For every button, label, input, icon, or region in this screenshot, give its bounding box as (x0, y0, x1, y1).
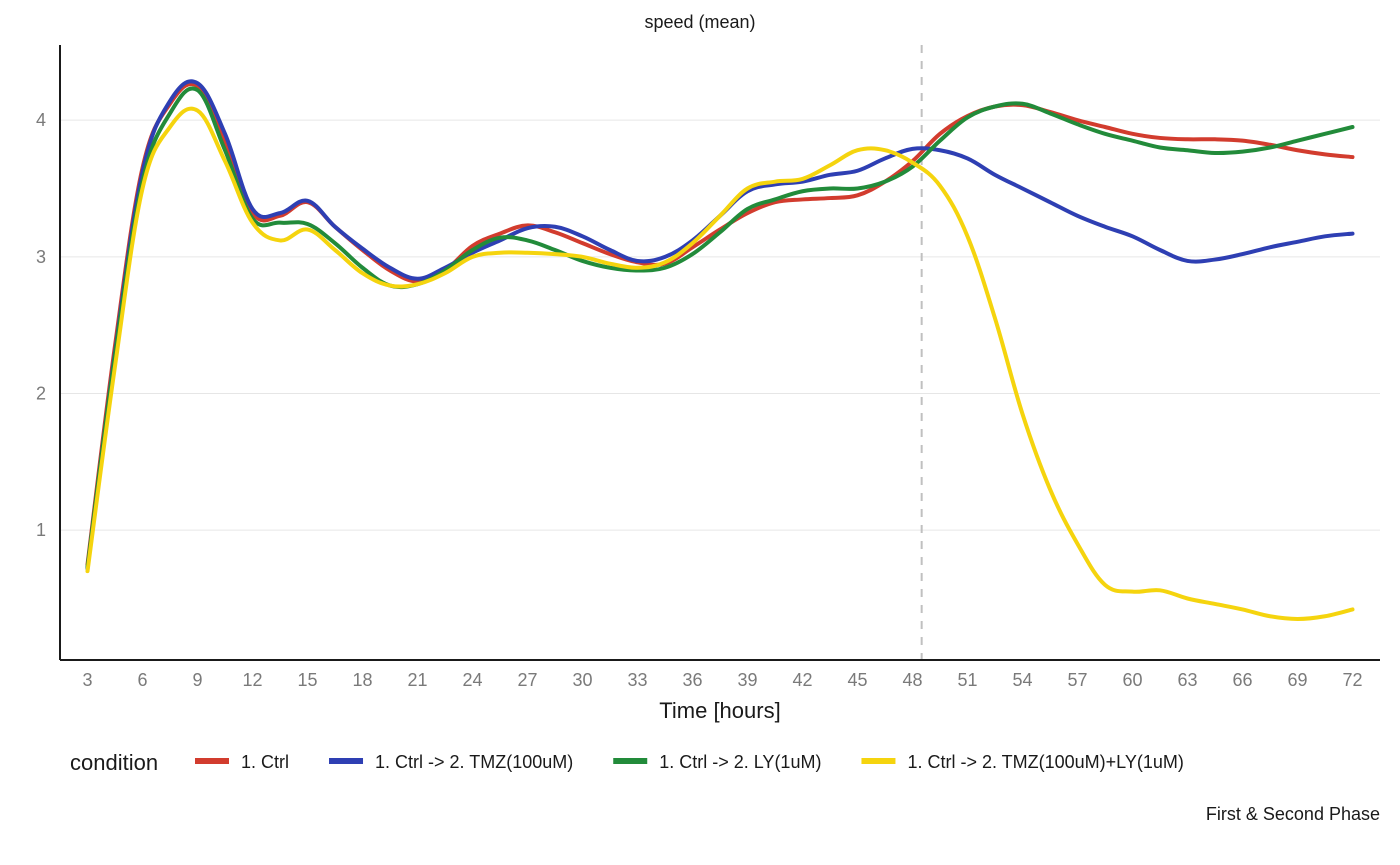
x-tick-label: 6 (137, 670, 147, 690)
legend-swatch (861, 758, 895, 764)
x-tick-label: 24 (462, 670, 482, 690)
y-tick-label: 2 (36, 384, 46, 404)
chart-title: speed (mean) (644, 12, 755, 32)
legend-swatch (613, 758, 647, 764)
y-tick-label: 3 (36, 247, 46, 267)
legend-swatch (329, 758, 363, 764)
x-tick-label: 60 (1122, 670, 1142, 690)
legend-title: condition (70, 750, 158, 775)
x-tick-label: 27 (517, 670, 537, 690)
legend-item-label: 1. Ctrl (241, 752, 289, 772)
legend-item: 1. Ctrl -> 2. TMZ(100uM)+LY(1uM) (861, 752, 1183, 772)
line-chart: speed (mean) 369121518212427303336394245… (0, 0, 1400, 865)
x-tick-label: 30 (572, 670, 592, 690)
x-tick-label: 3 (82, 670, 92, 690)
x-tick-label: 36 (682, 670, 702, 690)
y-tick-labels: 1 2 3 4 (36, 110, 46, 540)
legend-items: 1. Ctrl 1. Ctrl -> 2. TMZ(100uM) 1. Ctrl -… (195, 752, 1184, 772)
series-line (88, 81, 1353, 568)
chart-container: { "chart": { "type": "line", "title": "s… (0, 0, 1400, 865)
x-tick-label: 57 (1067, 670, 1087, 690)
legend-item-label: 1. Ctrl -> 2. LY(1uM) (659, 752, 821, 772)
x-tick-label: 21 (407, 670, 427, 690)
y-tick-label: 1 (36, 520, 46, 540)
series-line (88, 88, 1353, 567)
series-group (88, 81, 1353, 619)
x-tick-label: 54 (1012, 670, 1032, 690)
x-tick-label: 9 (192, 670, 202, 690)
chart-caption: First & Second Phase (1206, 804, 1380, 824)
legend-item: 1. Ctrl -> 2. TMZ(100uM) (329, 752, 573, 772)
legend-item-label: 1. Ctrl -> 2. TMZ(100uM) (375, 752, 573, 772)
x-axis-label: Time [hours] (659, 698, 780, 723)
x-tick-label: 63 (1177, 670, 1197, 690)
x-tick-label: 66 (1232, 670, 1252, 690)
x-tick-label: 69 (1287, 670, 1307, 690)
x-tick-label: 48 (902, 670, 922, 690)
y-gridlines (60, 120, 1380, 530)
x-tick-label: 39 (737, 670, 757, 690)
x-tick-label: 15 (297, 670, 317, 690)
x-tick-labels: 3691215182124273033363942454851545760636… (82, 670, 1362, 690)
legend-item: 1. Ctrl -> 2. LY(1uM) (613, 752, 821, 772)
series-line (88, 109, 1353, 619)
x-tick-label: 51 (957, 670, 977, 690)
plot-area: 3691215182124273033363942454851545760636… (36, 45, 1380, 690)
legend-item: 1. Ctrl (195, 752, 289, 772)
y-tick-label: 4 (36, 110, 46, 130)
x-tick-label: 18 (352, 670, 372, 690)
series-line (88, 84, 1353, 564)
legend-swatch (195, 758, 229, 764)
x-tick-label: 12 (242, 670, 262, 690)
legend-item-label: 1. Ctrl -> 2. TMZ(100uM)+LY(1uM) (907, 752, 1183, 772)
x-tick-label: 42 (792, 670, 812, 690)
legend: condition 1. Ctrl 1. Ctrl -> 2. TMZ(100uM… (70, 750, 1184, 775)
x-tick-label: 33 (627, 670, 647, 690)
x-tick-label: 45 (847, 670, 867, 690)
x-tick-label: 72 (1342, 670, 1362, 690)
